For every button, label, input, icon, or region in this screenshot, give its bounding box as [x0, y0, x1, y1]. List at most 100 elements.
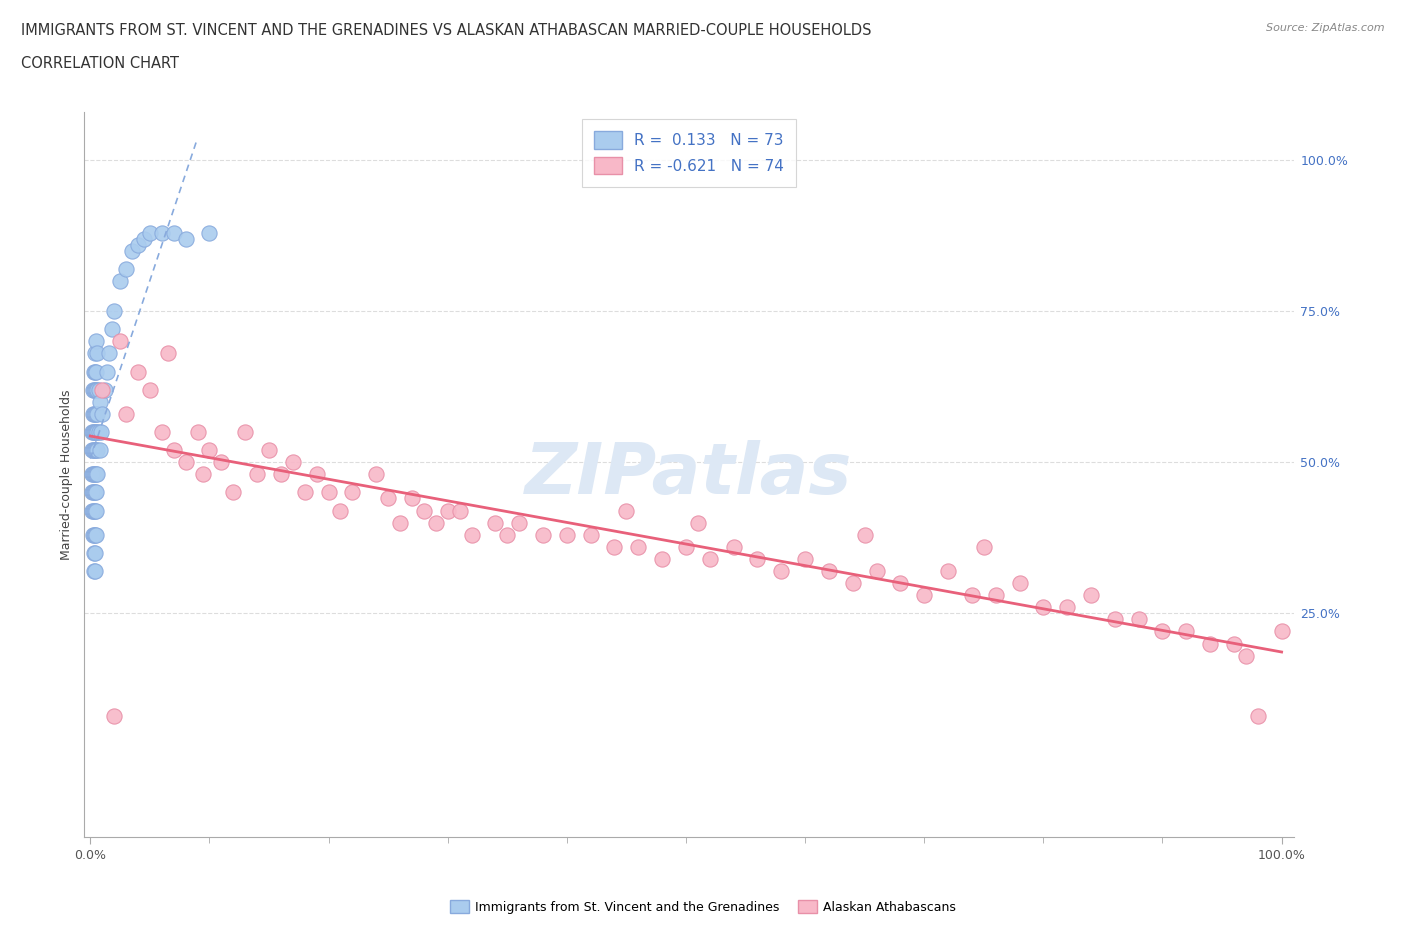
Point: [257, 443, 280, 458]
Point: [90, 425, 112, 440]
Point: [675, 539, 697, 554]
Point: [1271, 624, 1294, 639]
Point: [121, 244, 143, 259]
Point: [82, 443, 104, 458]
Point: [108, 273, 131, 288]
Point: [425, 515, 447, 530]
Point: [115, 406, 138, 421]
Point: [747, 551, 769, 566]
Point: [842, 576, 865, 591]
Point: [209, 455, 232, 470]
Point: [366, 467, 388, 482]
Point: [270, 467, 292, 482]
Point: [449, 503, 471, 518]
Point: [377, 491, 399, 506]
Point: [82, 406, 104, 421]
Point: [651, 551, 673, 566]
Point: [82, 503, 104, 518]
Point: [82, 425, 104, 440]
Point: [83, 485, 105, 500]
Point: [150, 425, 173, 440]
Point: [342, 485, 364, 500]
Point: [83, 365, 105, 379]
Point: [389, 515, 412, 530]
Point: [1223, 636, 1246, 651]
Point: [139, 382, 162, 397]
Point: [96, 365, 118, 379]
Point: [91, 382, 114, 397]
Point: [84, 443, 107, 458]
Point: [186, 425, 208, 440]
Point: [770, 564, 793, 578]
Point: [86, 467, 108, 482]
Point: [98, 346, 121, 361]
Point: [84, 467, 107, 482]
Point: [82, 467, 104, 482]
Point: [616, 503, 638, 518]
Point: [84, 503, 107, 518]
Point: [108, 334, 131, 349]
Point: [84, 425, 107, 440]
Point: [198, 443, 221, 458]
Point: [150, 225, 173, 240]
Point: [103, 709, 125, 724]
Point: [889, 576, 911, 591]
Point: [723, 539, 745, 554]
Point: [436, 503, 458, 518]
Point: [936, 564, 959, 578]
Point: [84, 527, 107, 542]
Point: [87, 382, 110, 397]
Point: [84, 346, 107, 361]
Point: [93, 382, 115, 397]
Point: [89, 394, 111, 409]
Legend: Immigrants from St. Vincent and the Grenadines, Alaskan Athabascans: Immigrants from St. Vincent and the Gren…: [446, 896, 960, 919]
Point: [84, 425, 107, 440]
Point: [233, 425, 256, 440]
Point: [960, 588, 983, 603]
Point: [84, 382, 107, 397]
Point: [508, 515, 530, 530]
Point: [246, 467, 269, 482]
Point: [86, 443, 108, 458]
Point: [84, 334, 107, 349]
Point: [84, 467, 107, 482]
Point: [100, 322, 122, 337]
Point: [84, 485, 107, 500]
Point: [1032, 600, 1054, 615]
Point: [84, 564, 107, 578]
Point: [198, 225, 221, 240]
Point: [174, 232, 197, 246]
Point: [84, 443, 107, 458]
Point: [86, 382, 108, 397]
Point: [329, 503, 352, 518]
Point: [853, 527, 876, 542]
Point: [84, 382, 107, 397]
Point: [973, 539, 995, 554]
Point: [912, 588, 935, 603]
Point: [82, 382, 104, 397]
Point: [1104, 612, 1126, 627]
Point: [496, 527, 519, 542]
Point: [1175, 624, 1198, 639]
Point: [80, 503, 103, 518]
Point: [603, 539, 626, 554]
Point: [84, 485, 107, 500]
Point: [103, 304, 125, 319]
Point: [83, 443, 105, 458]
Point: [82, 527, 104, 542]
Point: [83, 406, 105, 421]
Point: [193, 467, 215, 482]
Point: [627, 539, 650, 554]
Point: [163, 443, 186, 458]
Point: [156, 346, 179, 361]
Text: ZIPatlas: ZIPatlas: [526, 440, 852, 509]
Point: [412, 503, 434, 518]
Point: [86, 346, 108, 361]
Point: [294, 485, 316, 500]
Point: [984, 588, 1007, 603]
Point: [1199, 636, 1222, 651]
Text: Source: ZipAtlas.com: Source: ZipAtlas.com: [1267, 23, 1385, 33]
Point: [84, 503, 107, 518]
Point: [1056, 600, 1078, 615]
Point: [83, 503, 105, 518]
